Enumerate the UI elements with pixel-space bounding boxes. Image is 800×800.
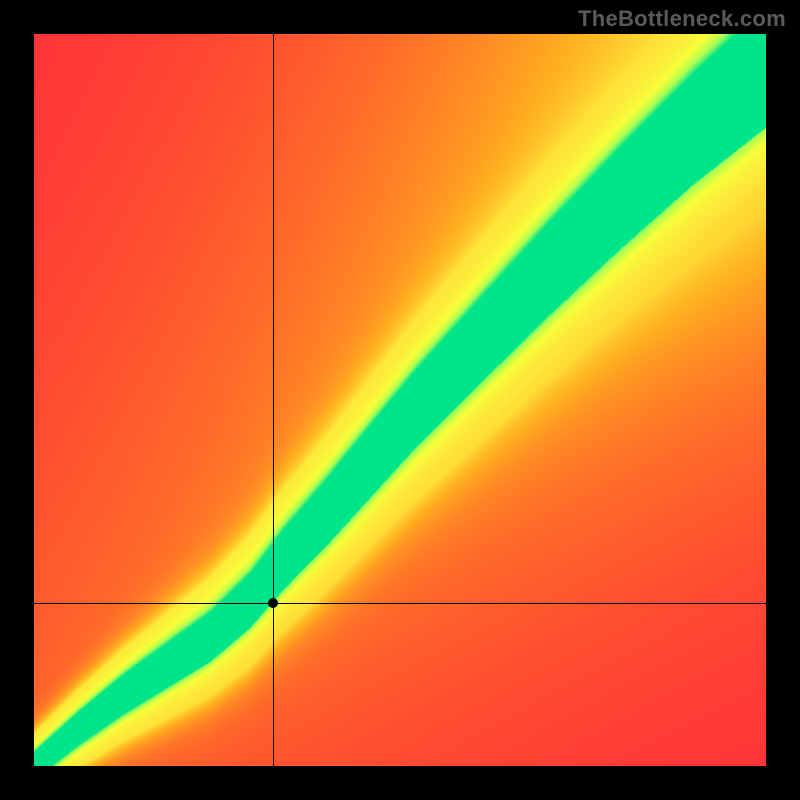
data-point-marker <box>268 598 278 608</box>
watermark-text: TheBottleneck.com <box>578 6 786 32</box>
heatmap-canvas <box>34 34 766 766</box>
crosshair-vertical <box>273 34 274 766</box>
crosshair-horizontal <box>34 603 766 604</box>
chart-container: TheBottleneck.com <box>0 0 800 800</box>
heatmap-plot <box>34 34 766 766</box>
